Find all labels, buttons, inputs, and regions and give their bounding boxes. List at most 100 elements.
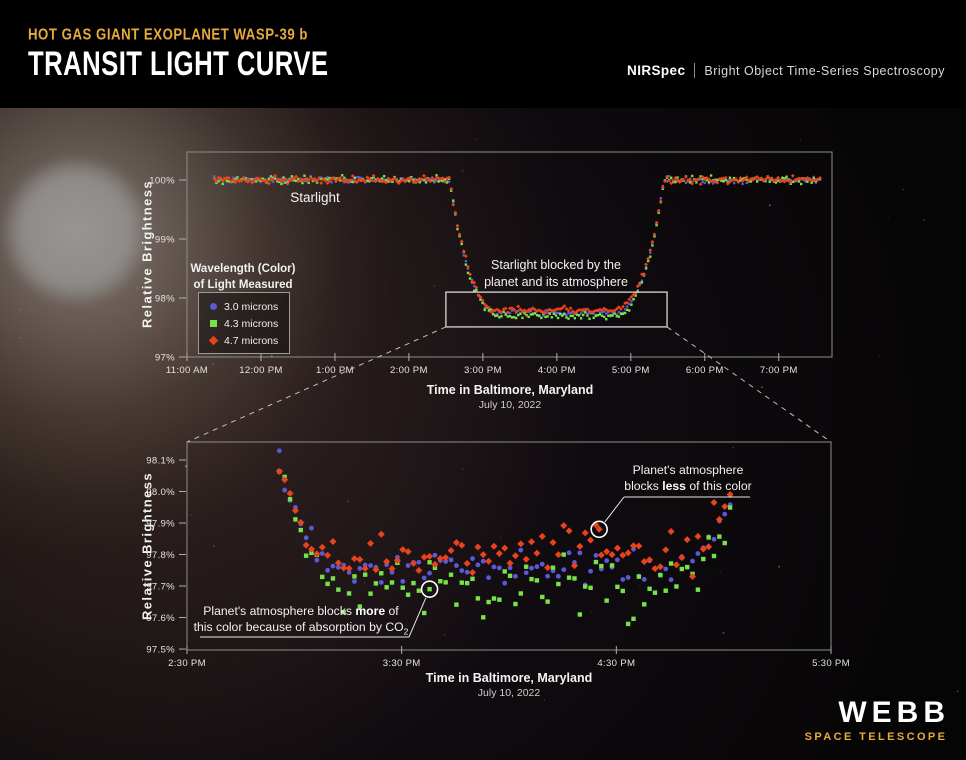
data-point [483, 308, 486, 312]
data-point [445, 179, 449, 182]
data-point [554, 551, 562, 559]
background-star [778, 565, 781, 568]
data-point [380, 177, 384, 180]
data-point [564, 306, 569, 311]
data-point [788, 179, 793, 184]
background-star [190, 514, 192, 516]
data-point [443, 178, 447, 181]
data-point [545, 308, 550, 313]
data-point [588, 317, 591, 320]
data-point [250, 178, 254, 181]
kicker-text: HOT GAS GIANT EXOPLANET WASP-39 b [28, 26, 308, 44]
blue-circle-marker-icon [210, 303, 217, 310]
data-point [476, 293, 481, 298]
y-tick-label: 98.0% [146, 487, 175, 498]
data-point [275, 467, 283, 475]
data-point [222, 177, 227, 181]
data-point [668, 561, 674, 566]
data-point [321, 177, 326, 182]
background-star [902, 188, 905, 191]
data-point [716, 178, 719, 182]
data-point [641, 577, 647, 582]
data-point [625, 575, 631, 580]
data-point [320, 574, 325, 580]
data-point [334, 179, 338, 184]
data-point [604, 598, 609, 603]
data-point [510, 316, 514, 319]
data-point [552, 312, 556, 315]
data-point [715, 180, 720, 185]
data-point [400, 579, 406, 584]
data-point [702, 177, 707, 182]
data-point [290, 175, 294, 178]
background-star [500, 537, 502, 539]
data-point [303, 174, 306, 177]
data-point [503, 306, 508, 311]
data-point [419, 178, 424, 182]
data-point [701, 180, 704, 184]
data-point [500, 315, 503, 318]
data-point [651, 244, 654, 247]
data-point [534, 578, 540, 583]
data-point [626, 308, 629, 312]
data-point [455, 223, 460, 228]
webb-logo: WEBB SPACE TELESCOPE [805, 698, 945, 744]
data-point [468, 277, 472, 280]
x-tick-label: 2:00 PM [390, 365, 428, 376]
data-point [660, 185, 665, 190]
data-point [698, 182, 703, 187]
data-point [539, 561, 545, 567]
data-point [243, 178, 248, 183]
data-point [512, 307, 516, 312]
data-point [668, 577, 674, 583]
data-point [632, 297, 635, 301]
data-point [514, 316, 518, 320]
data-point [309, 525, 314, 531]
data-point [725, 181, 730, 186]
data-point [384, 180, 389, 185]
data-point [665, 174, 669, 179]
annotation-ring-more [420, 580, 439, 598]
data-point [282, 176, 285, 179]
data-point [352, 579, 357, 584]
data-point [448, 557, 454, 563]
data-point [642, 272, 646, 277]
overview-axis-ticks: 11:00 AM 12:00 PM 1:00 PM 2:00 PM 3:00 PM 4:0… [149, 176, 797, 376]
data-point [424, 181, 428, 184]
data-point [280, 182, 283, 186]
data-point [320, 177, 323, 181]
data-point [602, 306, 607, 311]
data-point [411, 580, 416, 586]
data-point [282, 181, 285, 185]
data-point [691, 174, 694, 178]
blocks-less-annotation: Planet's atmosphere blocks less of this … [624, 463, 752, 493]
data-point [722, 540, 727, 546]
data-point [654, 220, 659, 225]
data-point [447, 175, 451, 180]
data-point [630, 542, 638, 550]
data-point [421, 575, 427, 581]
data-point [644, 262, 648, 267]
data-point [241, 176, 246, 180]
data-point [283, 177, 288, 182]
data-point [352, 574, 357, 579]
data-point [550, 316, 553, 319]
data-point [565, 316, 568, 319]
data-point [722, 511, 728, 517]
data-point [327, 178, 332, 183]
data-point [231, 176, 235, 180]
data-point [341, 610, 346, 615]
background-star [761, 386, 763, 389]
data-point [619, 307, 623, 311]
data-point [542, 314, 545, 317]
data-point [508, 314, 512, 318]
data-point [452, 199, 455, 202]
data-point [456, 227, 459, 231]
data-point [463, 254, 468, 259]
data-point [585, 307, 590, 312]
data-point [495, 550, 503, 558]
data-point [707, 180, 711, 184]
data-point [302, 541, 310, 549]
data-point [437, 180, 440, 183]
background-star [719, 571, 722, 573]
